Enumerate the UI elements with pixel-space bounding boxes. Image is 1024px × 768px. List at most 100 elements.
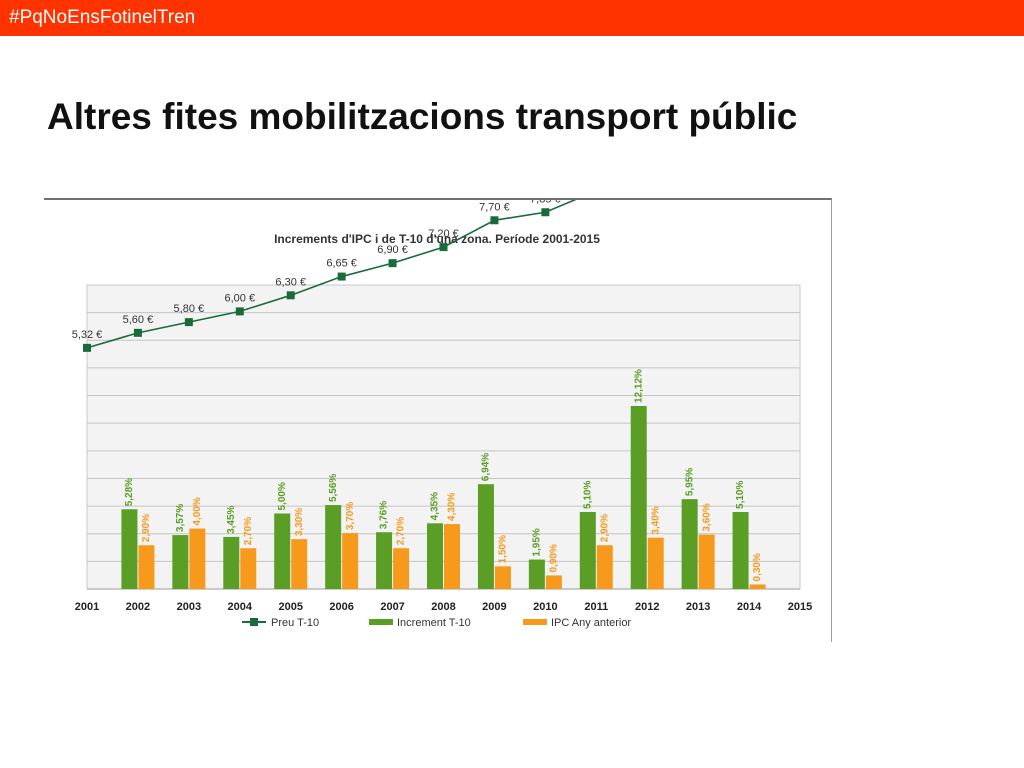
bar-label-increment: 5,10%: [582, 481, 593, 509]
bar-ipc: [240, 548, 257, 589]
bar-increment-t10: [732, 511, 749, 589]
bar-increment-t10: [274, 513, 291, 589]
bar-label-increment: 12,12%: [633, 369, 644, 403]
line-point: [235, 307, 244, 316]
bar-ipc: [647, 537, 664, 589]
header-bar: #PqNoEnsFotinelTren: [0, 0, 1024, 36]
chart-title: Increments d'IPC i de T-10 d'una zona. P…: [274, 232, 600, 246]
bar-label-increment: 1,95%: [531, 528, 542, 556]
x-tick-label: 2011: [584, 601, 608, 613]
bar-label-increment: 3,76%: [379, 501, 390, 529]
bar-label-ipc: 0,30%: [752, 553, 763, 581]
line-point: [184, 318, 193, 327]
bar-increment-t10: [477, 484, 494, 589]
chart: Increments d'IPC i de T-10 d'una zona. P…: [72, 62, 816, 629]
bar-label-increment: 5,56%: [328, 474, 339, 502]
bar-increment-t10: [681, 499, 698, 589]
bar-label-ipc: 4,30%: [447, 493, 458, 521]
chart-grid: [86, 284, 801, 590]
legend-label-ipc: IPC Any anterior: [551, 617, 631, 629]
bar-label-ipc: 1,50%: [498, 535, 509, 563]
bar-label-ipc: 3,60%: [701, 503, 712, 531]
bar-ipc: [138, 545, 155, 589]
chart-bars: 5,28% 3,57% 3,45% 5,00% 5,56% 3,76% 4,35% 6,94%…: [121, 369, 766, 589]
line-point: [490, 216, 499, 225]
line-point-label: 6,30 €: [275, 276, 306, 288]
bar-ipc: [393, 548, 410, 589]
bar-ipc: [698, 534, 715, 589]
bar-increment-t10: [630, 405, 647, 589]
bar-label-ipc: 0,90%: [548, 544, 559, 572]
bar-label-ipc: 2,70%: [243, 517, 254, 545]
bar-increment-t10: [579, 511, 596, 589]
bar-ipc: [444, 524, 460, 589]
bar-increment-t10: [223, 536, 240, 589]
x-tick-label: 2004: [228, 601, 253, 613]
bar-label-increment: 3,57%: [175, 504, 186, 532]
line-point-label: 6,90 €: [377, 244, 408, 256]
line-point-label: 5,32 €: [72, 329, 103, 341]
bar-label-ipc: 3,30%: [294, 508, 305, 536]
x-tick-label: 2007: [380, 601, 404, 613]
bar-increment-t10: [325, 505, 342, 589]
line-point-label: 7,20 €: [428, 228, 459, 240]
line-point: [83, 343, 91, 352]
bar-label-increment: 5,00%: [277, 482, 288, 510]
bar-label-increment: 5,28%: [124, 478, 135, 506]
line-point: [286, 291, 295, 300]
line-point: [337, 272, 346, 281]
bar-increment-t10: [528, 559, 545, 589]
bar-increment-t10: [376, 532, 393, 589]
legend-line-marker: [250, 618, 258, 626]
line-point-label: 6,65 €: [326, 258, 357, 270]
legend-swatch-increment: [369, 619, 393, 625]
bar-label-ipc: 3,70%: [345, 502, 356, 530]
bar-label-increment: 6,94%: [481, 453, 492, 481]
x-tick-label: 2015: [788, 601, 812, 613]
x-tick-label: 2014: [737, 601, 762, 613]
legend-label-preu: Preu T-10: [271, 617, 319, 629]
chart-frame: Increments d'IPC i de T-10 d'una zona. P…: [44, 62, 832, 642]
bar-label-ipc: 2,90%: [599, 514, 610, 542]
legend-label-increment: Increment T-10: [397, 617, 471, 629]
bar-ipc: [596, 545, 613, 589]
x-tick-label: 2006: [329, 601, 353, 613]
bar-increment-t10: [427, 523, 443, 589]
line-point-label: 5,80 €: [174, 303, 205, 315]
x-tick-label: 2002: [126, 601, 150, 613]
line-point-label: 6,00 €: [224, 292, 255, 304]
plot-area: [86, 284, 801, 590]
legend-swatch-ipc: [523, 619, 547, 625]
line-point: [541, 208, 550, 217]
x-tick-label: 2012: [635, 601, 659, 613]
bar-ipc: [291, 539, 308, 589]
x-tick-label: 2008: [431, 601, 455, 613]
bar-label-ipc: 2,70%: [396, 517, 407, 545]
bar-label-increment: 5,10%: [735, 481, 746, 509]
bar-ipc: [189, 528, 206, 589]
line-point: [133, 328, 142, 337]
bar-ipc: [545, 575, 562, 589]
slide-title: Altres fites mobilitzacions transport pú…: [47, 96, 798, 137]
x-tick-label: 2009: [482, 601, 506, 613]
chart-legend: Preu T-10 Increment T-10 IPC Any anterior: [242, 617, 631, 629]
line-point-label: 5,60 €: [123, 314, 154, 326]
x-tick-label: 2005: [278, 601, 302, 613]
bar-label-increment: 3,45%: [226, 505, 237, 533]
x-tick-label: 2010: [533, 601, 557, 613]
line-point: [388, 259, 397, 268]
bar-increment-t10: [121, 509, 138, 589]
x-tick-label: 2001: [75, 601, 99, 613]
bar-ipc: [494, 566, 511, 589]
bar-ipc: [342, 533, 359, 589]
bar-label-ipc: 2,90%: [141, 514, 152, 542]
line-point: [439, 243, 448, 252]
bar-label-ipc: 3,40%: [650, 506, 661, 534]
bar-label-ipc: 4,00%: [192, 497, 203, 525]
x-axis: 2001 2002 2003 2004 2005 2006 2007 2008 2009 2010…: [75, 601, 812, 613]
bar-label-increment: 4,35%: [430, 492, 441, 520]
hashtag-label: #PqNoEnsFotinelTren: [9, 7, 196, 28]
bar-label-increment: 5,95%: [684, 468, 695, 496]
x-tick-label: 2003: [177, 601, 201, 613]
line-point-label: 7,85 €: [530, 200, 561, 205]
